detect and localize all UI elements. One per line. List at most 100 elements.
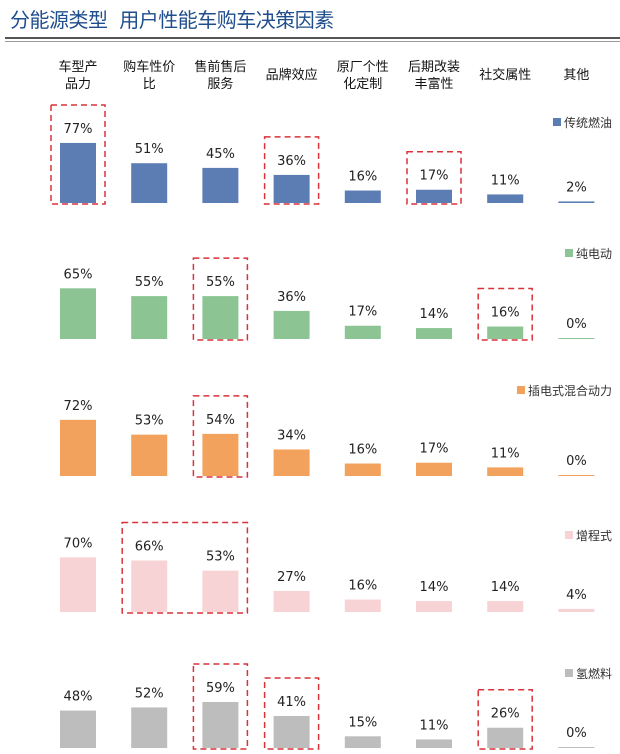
highlight-box (477, 688, 533, 750)
data-label: 27% (277, 570, 306, 585)
bar (131, 560, 168, 612)
bar (344, 463, 381, 476)
bar (60, 288, 96, 339)
category-label: 车型产 (58, 59, 97, 75)
bar (487, 326, 524, 339)
bar (487, 727, 524, 748)
data-label: 14% (420, 580, 449, 595)
bar (131, 434, 168, 476)
highlight-box (192, 663, 249, 750)
data-label: 15% (348, 715, 377, 730)
legend-swatch (552, 118, 561, 126)
legend-swatch (516, 386, 525, 394)
data-label: 65% (64, 267, 93, 282)
highlight-box (121, 521, 249, 614)
bar (273, 716, 310, 748)
data-label: 26% (491, 707, 520, 722)
highlight-box (406, 150, 462, 205)
legend-label: 传统燃油 (564, 115, 612, 130)
data-label: 77% (64, 122, 93, 137)
data-label: 4% (566, 588, 587, 603)
category-label: 品牌效应 (266, 67, 318, 83)
data-label: 14% (491, 580, 520, 595)
category-label: 购车性价 (123, 59, 175, 75)
bar (558, 475, 595, 476)
data-label: 48% (64, 690, 93, 705)
legend-label: 插电式混合动力 (528, 383, 612, 398)
data-label: 41% (277, 695, 306, 710)
data-label: 36% (277, 290, 306, 305)
category-label: 丰富性 (414, 76, 453, 92)
data-label: 16% (348, 170, 377, 185)
bar (558, 338, 595, 339)
data-label: 17% (348, 305, 377, 320)
legend-swatch (564, 249, 573, 257)
bar (202, 701, 239, 748)
page-title: 分能源类型 用户性能车购车决策因素 (10, 8, 334, 32)
bar (344, 325, 381, 339)
category-label: 社交属性 (479, 67, 531, 83)
data-label: 34% (277, 428, 306, 443)
bar (273, 449, 310, 476)
category-label: 其他 (563, 68, 589, 83)
legend-label: 增程式 (576, 528, 612, 543)
highlight-box (50, 104, 106, 205)
data-label: 16% (348, 443, 377, 458)
bar (416, 462, 452, 476)
bar (131, 707, 168, 748)
bar (416, 328, 452, 339)
bar (273, 590, 310, 612)
bar (273, 310, 310, 339)
bar (344, 599, 381, 612)
highlight-box (477, 287, 533, 341)
bar (202, 433, 239, 476)
category-label: 原厂个性 (337, 60, 389, 75)
bar (60, 557, 96, 612)
bar (416, 189, 452, 203)
legend-swatch (564, 531, 573, 539)
data-label: 36% (277, 154, 306, 169)
bar (60, 419, 96, 476)
data-label: 11% (420, 718, 449, 733)
data-label: 52% (135, 686, 164, 701)
category-label: 服务 (207, 76, 233, 92)
category-label: 比 (143, 77, 156, 92)
bar (416, 601, 452, 612)
data-label: 17% (420, 442, 449, 457)
bar (558, 747, 595, 748)
data-label: 11% (491, 446, 520, 461)
bar (60, 710, 96, 748)
data-label: 55% (135, 275, 164, 290)
bar (487, 601, 524, 612)
bar (273, 174, 310, 203)
bar (344, 190, 381, 203)
data-label: 55% (206, 275, 235, 290)
data-label: 17% (420, 169, 449, 184)
bar (558, 608, 595, 612)
data-label: 14% (420, 307, 449, 322)
data-label: 70% (64, 536, 93, 551)
title-divider (5, 37, 620, 39)
data-label: 66% (135, 540, 164, 555)
bar (131, 296, 168, 339)
category-label: 售前售后 (194, 59, 246, 75)
data-label: 59% (206, 681, 235, 696)
data-label: 0% (566, 454, 587, 469)
data-label: 0% (566, 317, 587, 332)
bar (202, 167, 239, 203)
data-label: 53% (135, 414, 164, 429)
data-label: 0% (566, 726, 587, 741)
data-label: 16% (348, 579, 377, 594)
bar (131, 163, 168, 203)
highlight-box (192, 257, 249, 341)
data-label: 53% (206, 550, 235, 565)
legend-label: 纯电动 (576, 247, 612, 261)
legend-label: 氢燃料 (576, 666, 612, 681)
category-label: 化定制 (343, 77, 382, 92)
data-label: 11% (491, 173, 520, 188)
legend-swatch (564, 669, 573, 677)
bar (487, 467, 524, 476)
bar (558, 201, 595, 203)
bar (416, 739, 452, 748)
